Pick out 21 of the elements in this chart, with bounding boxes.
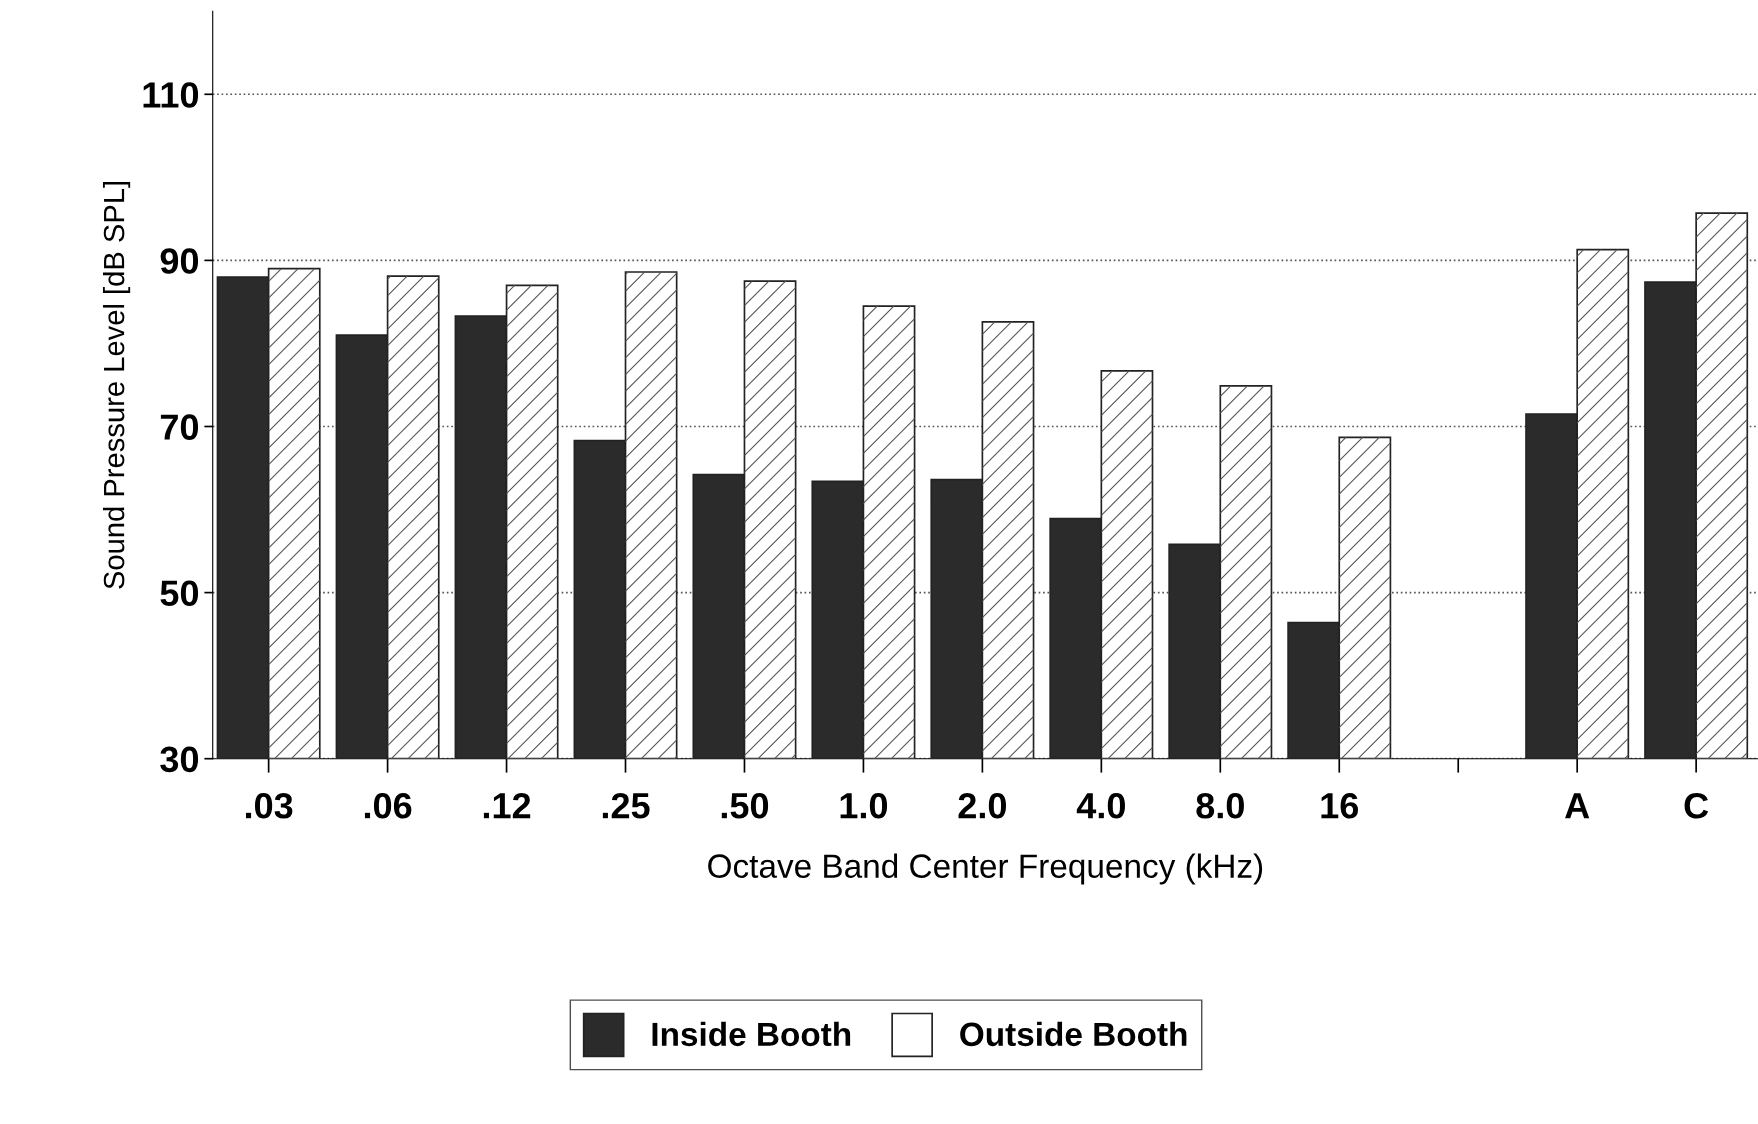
y-tick-label: 110 [143,82,199,108]
x-tick-label: 8.0 [1196,792,1244,819]
x-tick-label: 2.0 [958,792,1007,819]
x-axis-title: Octave Band Center Frequency (kHz) [708,853,1263,885]
x-tick-label: A [1565,793,1590,819]
y-tick-label: 30 [160,746,199,773]
x-tick-label: .25 [602,792,650,819]
y-tick-label: 90 [160,248,199,274]
x-tick-label: 4.0 [1076,792,1125,819]
legend-label: Outside Booth [960,1021,1187,1047]
x-tick-label: .50 [721,792,769,819]
x-tick-label: .03 [245,792,293,819]
x-tick-label: .06 [364,792,412,819]
y-axis-title: Sound Pressure Level [dB SPL] [102,181,131,589]
x-tick-label: C [1684,792,1709,819]
x-tick-label: .12 [483,792,531,819]
y-tick-label: 70 [160,414,199,440]
x-tick-label: 1.0 [840,792,888,819]
legend-label: Inside Booth [652,1021,851,1047]
y-tick-label: 50 [160,580,199,607]
x-tick-label: 16 [1321,792,1359,819]
